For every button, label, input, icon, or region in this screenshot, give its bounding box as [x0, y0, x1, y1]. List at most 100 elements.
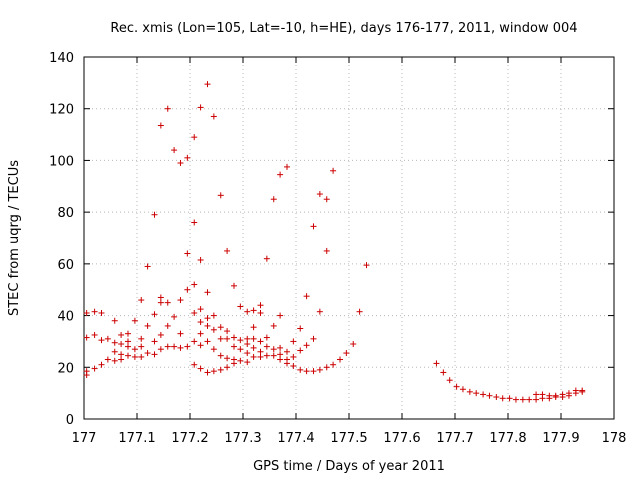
data-point — [210, 312, 217, 319]
data-point — [144, 350, 151, 357]
data-point — [191, 281, 198, 288]
data-point — [204, 81, 211, 88]
data-point — [210, 368, 217, 375]
data-point — [323, 364, 330, 371]
data-point — [480, 391, 487, 398]
data-point — [111, 348, 118, 355]
data-point — [224, 328, 231, 335]
data-point — [191, 309, 198, 316]
data-point — [184, 154, 191, 161]
data-point — [138, 343, 145, 350]
data-point — [197, 104, 204, 111]
data-point — [177, 344, 184, 351]
y-tick-label: 0 — [66, 413, 74, 428]
data-point — [138, 353, 145, 360]
data-point — [277, 312, 284, 319]
data-point — [297, 347, 304, 354]
data-point — [244, 308, 251, 315]
data-point — [151, 338, 158, 345]
data-point — [98, 309, 105, 316]
data-point — [466, 388, 473, 395]
data-point — [546, 392, 553, 399]
data-point — [493, 394, 500, 401]
data-point — [350, 341, 357, 348]
data-point — [316, 366, 323, 373]
data-point — [244, 335, 251, 342]
data-point — [118, 341, 125, 348]
data-point — [217, 324, 224, 331]
data-point — [157, 346, 164, 353]
data-point — [250, 335, 257, 342]
data-point — [144, 322, 151, 329]
data-point — [177, 160, 184, 167]
data-point — [263, 352, 270, 359]
data-point — [250, 324, 257, 331]
data-point — [297, 325, 304, 332]
x-tick-label: 177.9 — [542, 431, 579, 446]
data-point — [303, 293, 310, 300]
data-point — [197, 365, 204, 372]
data-point — [197, 256, 204, 263]
data-point — [473, 390, 480, 397]
data-point — [104, 356, 111, 363]
data-point — [138, 335, 145, 342]
data-point — [303, 368, 310, 375]
data-point — [217, 335, 224, 342]
data-point — [579, 387, 586, 394]
data-point — [283, 348, 290, 355]
data-point — [453, 383, 460, 390]
data-point — [124, 352, 131, 359]
data-point — [559, 391, 566, 398]
data-point — [533, 396, 540, 403]
data-point — [303, 342, 310, 349]
data-point — [506, 395, 513, 402]
data-point — [191, 134, 198, 141]
data-point — [237, 346, 244, 353]
data-point — [270, 352, 277, 359]
data-point — [230, 334, 237, 341]
axis-ticks: 0 20 40 60 80 100 120 140 177 177.1 177.2 177.3 177.… — [49, 51, 626, 446]
data-point — [440, 369, 447, 376]
data-point — [283, 163, 290, 170]
data-point — [277, 171, 284, 178]
data-point — [83, 309, 90, 316]
data-point — [290, 362, 297, 369]
data-point — [191, 338, 198, 345]
data-point — [104, 335, 111, 342]
data-point — [486, 392, 493, 399]
data-point — [552, 392, 559, 399]
data-point — [270, 346, 277, 353]
data-point — [277, 351, 284, 358]
data-point — [237, 337, 244, 344]
data-point — [433, 360, 440, 367]
data-point — [164, 299, 171, 306]
x-tick-label: 177.2 — [171, 431, 208, 446]
data-point — [210, 346, 217, 353]
data-point — [98, 361, 105, 368]
data-point — [343, 350, 350, 357]
data-point — [111, 357, 118, 364]
data-point — [263, 334, 270, 341]
data-point — [323, 247, 330, 254]
data-point — [83, 334, 90, 341]
data-point — [91, 308, 98, 315]
data-point — [224, 364, 231, 371]
x-tick-label: 177.5 — [330, 431, 367, 446]
data-point — [144, 263, 151, 270]
data-point — [151, 351, 158, 358]
data-point — [164, 322, 171, 329]
y-tick-label: 100 — [49, 154, 74, 169]
data-point — [118, 331, 125, 338]
data-point — [539, 391, 546, 398]
data-point — [157, 299, 164, 306]
data-point — [138, 297, 145, 304]
data-point — [310, 223, 317, 230]
x-tick-label: 178 — [602, 431, 627, 446]
y-axis-label: STEC from uqrg / TECUs — [7, 160, 22, 316]
data-point — [323, 196, 330, 203]
data-point — [83, 368, 90, 375]
data-point — [499, 395, 506, 402]
data-point — [217, 352, 224, 359]
data-point — [164, 105, 171, 112]
